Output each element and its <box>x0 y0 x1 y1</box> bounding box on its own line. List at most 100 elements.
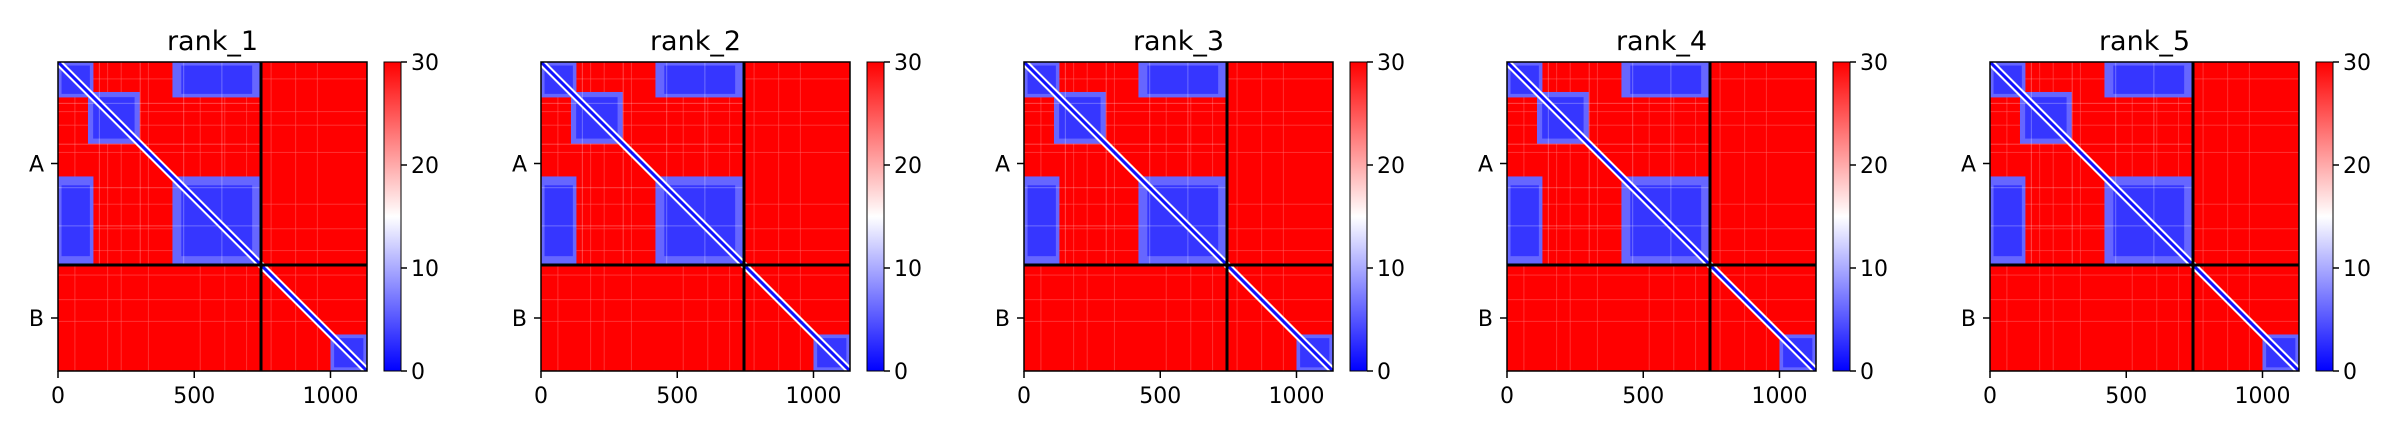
heatmap-streak <box>1261 62 1263 371</box>
x-tick-label: 500 <box>1139 384 1181 409</box>
x-tick-label: 0 <box>1983 384 1997 409</box>
heatmap-gap <box>581 62 583 266</box>
x-tick-label: 500 <box>1622 384 1664 409</box>
heatmap-streak <box>1113 62 1116 371</box>
colorbar-tick-label: 10 <box>2343 257 2371 282</box>
heatmap-streak <box>630 62 633 371</box>
colorbar-tick-label: 30 <box>411 51 439 76</box>
colorbar <box>1832 61 1851 372</box>
heatmap-streak <box>799 62 801 371</box>
heatmap-gap <box>139 62 141 266</box>
heatmap-gap <box>1990 143 2194 145</box>
x-tick-label: 500 <box>656 384 698 409</box>
colorbar-tick-label: 20 <box>2343 154 2371 179</box>
heatmap-streak <box>1990 274 2299 276</box>
heatmap-streak <box>2039 62 2041 371</box>
colorbar-tick-label: 10 <box>1377 257 1405 282</box>
heatmap-streak <box>147 62 150 371</box>
heatmap-streak <box>2227 62 2229 371</box>
chain-label-B: B <box>1478 307 1493 332</box>
heatmap-gap <box>2153 62 2155 266</box>
heatmap-gap <box>221 62 223 266</box>
panel-rank_5: rank_5 0 500 1000 A B 0 10 20 30 <box>1961 26 2371 409</box>
heatmap-streak <box>2052 62 2054 371</box>
heatmap-streak <box>541 320 850 322</box>
heatmap-streak <box>1507 320 1816 322</box>
heatmap-streak <box>541 151 850 154</box>
heatmap-streak <box>1507 274 1816 276</box>
panel-rank_3: rank_3 0 500 1000 A B 0 10 20 30 <box>995 26 1405 409</box>
heatmap-gap <box>666 62 668 266</box>
chain-label-B: B <box>995 307 1010 332</box>
heatmap-streak <box>1990 299 2299 301</box>
colorbar-tick-label: 30 <box>1860 51 1888 76</box>
chain-label-A: A <box>512 153 527 178</box>
heatmap-streak <box>58 124 367 126</box>
heatmap-streak <box>1236 62 1238 371</box>
x-tick-label: 1000 <box>302 384 358 409</box>
x-tick-label: 0 <box>534 384 548 409</box>
heatmap-gap <box>1024 143 1228 145</box>
low-error-core <box>1027 185 1056 257</box>
heatmap-gap <box>1024 187 1228 189</box>
heatmap-gap <box>58 187 262 189</box>
heatmap-streak <box>541 124 850 126</box>
heatmap-gap <box>2115 62 2117 266</box>
colorbar <box>383 61 402 372</box>
heatmap-streak <box>778 62 780 371</box>
heatmap-streak <box>1744 62 1746 371</box>
heatmap-streak <box>2248 62 2250 371</box>
colorbar-tick-label: 30 <box>2343 51 2371 76</box>
low-error-core <box>544 185 573 257</box>
low-error-core <box>664 65 736 94</box>
heatmap-streak <box>107 62 109 371</box>
heatmap-streak <box>1282 62 1284 371</box>
chain-label-A: A <box>29 153 44 178</box>
heatmap-gap <box>58 225 262 227</box>
heatmap-streak <box>1024 320 1333 322</box>
x-tick-label: 1000 <box>785 384 841 409</box>
heatmap-streak <box>1024 124 1333 126</box>
low-error-core <box>1147 65 1219 94</box>
x-tick-label: 0 <box>51 384 65 409</box>
heatmap-gap <box>704 62 706 266</box>
heatmap-streak <box>1507 111 1816 113</box>
heatmap-streak <box>1719 62 1721 371</box>
heatmap-streak <box>1024 111 1333 113</box>
heatmap-gap <box>541 225 745 227</box>
heatmap-gap <box>1024 102 1228 104</box>
heatmap-streak <box>1073 62 1075 371</box>
heatmap-streak <box>1556 62 1558 371</box>
heatmap-streak <box>603 62 605 371</box>
heatmap-streak <box>1990 320 2299 322</box>
x-tick-label: 1000 <box>1268 384 1324 409</box>
plot-frame <box>1023 61 1334 372</box>
colorbar-tick-label: 0 <box>894 360 908 385</box>
colorbar-tick-label: 0 <box>1377 360 1391 385</box>
heatmap-gap <box>1547 62 1549 266</box>
heatmap-streak <box>58 151 367 154</box>
heatmap-gap <box>183 62 185 266</box>
heatmap-streak <box>1086 62 1088 371</box>
low-error-core <box>1510 185 1539 257</box>
panel-title: rank_4 <box>1616 26 1707 57</box>
heatmap-gap <box>1064 62 1066 266</box>
heatmap-streak <box>1990 151 2299 154</box>
heatmap-gap <box>1588 62 1590 266</box>
colorbar-tick-label: 30 <box>894 51 922 76</box>
heatmap-gap <box>541 187 745 189</box>
x-tick-label: 1000 <box>2234 384 2290 409</box>
heatmap-streak <box>541 274 850 276</box>
colorbar-tick-label: 0 <box>2343 360 2357 385</box>
panel-title: rank_2 <box>650 26 741 57</box>
colorbar <box>1349 61 1368 372</box>
heatmap-streak <box>1507 151 1816 154</box>
x-tick-label: 500 <box>2105 384 2147 409</box>
heatmap-cells <box>1024 62 1333 371</box>
panel-title: rank_5 <box>2099 26 2190 57</box>
heatmap-gap <box>1105 62 1107 266</box>
heatmap-streak <box>753 62 755 371</box>
heatmap-streak <box>270 62 272 371</box>
low-error-core <box>1630 65 1702 94</box>
heatmap-streak <box>58 320 367 322</box>
